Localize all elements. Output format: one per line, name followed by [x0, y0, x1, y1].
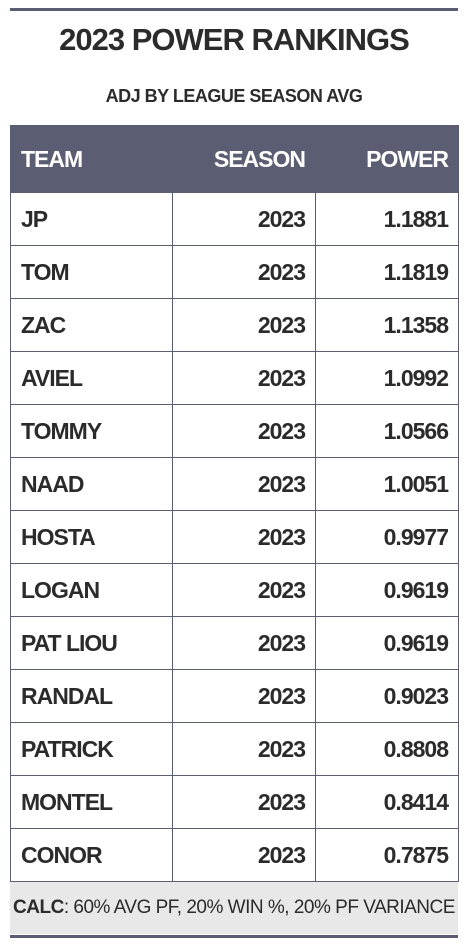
table-cell: 0.9619 [315, 563, 459, 617]
table-row: PATRICK 2023 0.8808 [10, 722, 459, 776]
table-row: JP 2023 1.1881 [10, 192, 459, 246]
title: 2023 POWER RANKINGS [59, 22, 410, 57]
footer-label: CALC [13, 897, 64, 918]
header-row: TEAM SEASON POWER [10, 125, 459, 193]
table-cell: 2023 [172, 245, 316, 299]
table-cell: ZAC [10, 298, 173, 352]
table-row: HOSTA 2023 0.9977 [10, 510, 459, 564]
subtitle: ADJ BY LEAGUE SEASON AVG [105, 86, 363, 106]
table-row: MONTEL 2023 0.8414 [10, 775, 459, 829]
table-cell: 2023 [172, 404, 316, 458]
table-body: JP 2023 1.1881 TOM 2023 1.1819 ZAC 2023 1.1358 AV… [10, 192, 459, 882]
table-cell: 0.8808 [315, 722, 459, 776]
column-header: SEASON [172, 125, 316, 193]
table-cell: 2023 [172, 192, 316, 246]
top-rule [10, 8, 458, 11]
table-cell: TOMMY [10, 404, 173, 458]
table-cell: 2023 [172, 828, 316, 882]
table-cell: TOM [10, 245, 173, 299]
table-cell: 0.7875 [315, 828, 459, 882]
table-cell: 2023 [172, 510, 316, 564]
column-header: TEAM [10, 125, 173, 193]
table-cell: 2023 [172, 457, 316, 511]
table-cell: JP [10, 192, 173, 246]
table-cell: 2023 [172, 563, 316, 617]
footer: CALC: 60% AVG PF, 20% WIN %, 20% PF VARI… [10, 882, 458, 934]
table-cell: 1.1819 [315, 245, 459, 299]
table-row: RANDAL 2023 0.9023 [10, 669, 459, 723]
table-row: TOMMY 2023 1.0566 [10, 404, 459, 458]
table-cell: 0.8414 [315, 775, 459, 829]
table-row: ZAC 2023 1.1358 [10, 298, 459, 352]
table-cell: 1.1881 [315, 192, 459, 246]
table-cell: 2023 [172, 775, 316, 829]
table-row: AVIEL 2023 1.0992 [10, 351, 459, 405]
table-cell: MONTEL [10, 775, 173, 829]
table-cell: 0.9619 [315, 616, 459, 670]
table-cell: 2023 [172, 298, 316, 352]
rankings-table: TEAM SEASON POWER JP 2023 1.1881 TOM 2023 1.181… [10, 125, 459, 882]
table-row: PAT LIOU 2023 0.9619 [10, 616, 459, 670]
table-cell: PAT LIOU [10, 616, 173, 670]
table-cell: LOGAN [10, 563, 173, 617]
column-header: POWER [315, 125, 459, 193]
table-cell: NAAD [10, 457, 173, 511]
table-cell: 0.9023 [315, 669, 459, 723]
footer-text: : 60% AVG PF, 20% WIN %, 20% PF VARIANCE [63, 897, 456, 918]
table-cell: 1.0992 [315, 351, 459, 405]
table-cell: RANDAL [10, 669, 173, 723]
table-row: LOGAN 2023 0.9619 [10, 563, 459, 617]
table-cell: PATRICK [10, 722, 173, 776]
table-cell: 2023 [172, 669, 316, 723]
table-cell: 1.0051 [315, 457, 459, 511]
table-cell: 2023 [172, 351, 316, 405]
table-cell: 2023 [172, 722, 316, 776]
table-cell: AVIEL [10, 351, 173, 405]
table-cell: 0.9977 [315, 510, 459, 564]
table-cell: HOSTA [10, 510, 173, 564]
table-row: CONOR 2023 0.7875 [10, 828, 459, 882]
table-cell: 2023 [172, 616, 316, 670]
table-cell: 1.0566 [315, 404, 459, 458]
table-cell: CONOR [10, 828, 173, 882]
table-row: TOM 2023 1.1819 [10, 245, 459, 299]
table-row: NAAD 2023 1.0051 [10, 457, 459, 511]
table-cell: 1.1358 [315, 298, 459, 352]
bottom-rule [10, 935, 458, 938]
